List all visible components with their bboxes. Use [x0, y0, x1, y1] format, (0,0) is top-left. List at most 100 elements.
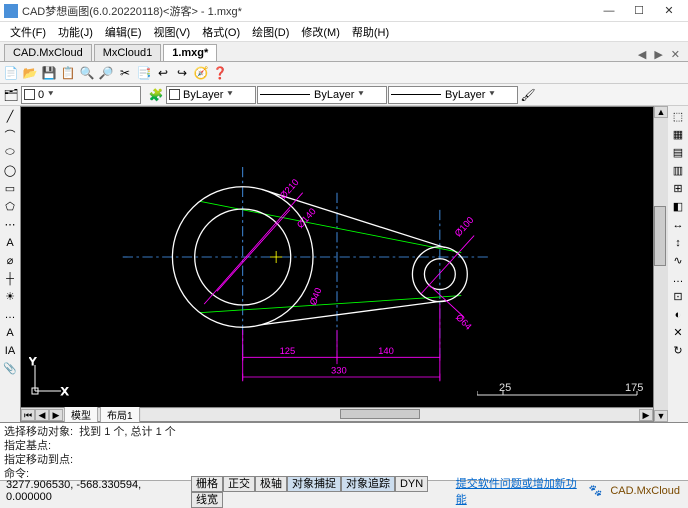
- cmd-line: 指定基点:: [4, 439, 684, 453]
- toolbar-standard: 📄📂💾📋🔍🔎✂📑↩↪🧭❓: [0, 62, 688, 84]
- app-icon: [4, 4, 18, 18]
- vscroll-down[interactable]: ▼: [654, 410, 668, 422]
- toolbar-button[interactable]: 📂: [21, 64, 39, 82]
- linetype-dropdown[interactable]: ByLayer ⯆: [257, 86, 387, 104]
- minimize-button[interactable]: —: [594, 1, 624, 21]
- vscroll[interactable]: ▲ ▼: [654, 106, 668, 422]
- modify-tool[interactable]: ✕: [670, 324, 687, 341]
- tab-next[interactable]: ▶: [49, 409, 63, 421]
- modify-tool[interactable]: ▦: [670, 126, 687, 143]
- draw-tool[interactable]: …: [2, 306, 19, 323]
- menu-item[interactable]: 修改(M): [295, 22, 346, 42]
- toolbar-button[interactable]: ↩: [154, 64, 172, 82]
- draw-tool[interactable]: IA: [2, 342, 19, 359]
- tab-first[interactable]: ⏮: [21, 409, 35, 421]
- coords-readout: 3277.906530, -568.330594, 0.000000: [2, 479, 187, 503]
- status-toggle[interactable]: 对象捕捉: [287, 476, 341, 492]
- toolbar-button[interactable]: 📑: [135, 64, 153, 82]
- modify-tool[interactable]: ↕: [670, 234, 687, 251]
- lineweight-dropdown[interactable]: ByLayer ⯆: [388, 86, 518, 104]
- vscroll-up[interactable]: ▲: [654, 106, 668, 118]
- toolbar-button[interactable]: 🔍: [78, 64, 96, 82]
- close-button[interactable]: ✕: [654, 1, 684, 21]
- toolbar-button[interactable]: 💾: [40, 64, 58, 82]
- doc-tab[interactable]: 1.mxg*: [163, 44, 217, 61]
- properties-icon[interactable]: 🧩: [147, 86, 165, 104]
- status-toggle[interactable]: 对象追踪: [341, 476, 395, 492]
- toolbar-button[interactable]: 🔎: [97, 64, 115, 82]
- drawing-canvas[interactable]: Ø210Ø140Ø100Ø64Ø40125140330 Y X 25 175: [21, 107, 653, 407]
- modify-tool[interactable]: ▥: [670, 162, 687, 179]
- draw-tool[interactable]: A: [2, 324, 19, 341]
- vscroll-thumb[interactable]: [654, 206, 666, 266]
- feedback-link[interactable]: 提交软件问题或增加新功能: [452, 475, 587, 507]
- toolbar-button[interactable]: 📋: [59, 64, 77, 82]
- toolbar-button[interactable]: ❓: [211, 64, 229, 82]
- linetype-bylayer: ByLayer: [314, 89, 354, 101]
- cmd-line: 选择移动对象: 找到 1 个, 总计 1 个: [4, 425, 684, 439]
- status-toggle[interactable]: 极轴: [255, 476, 287, 492]
- svg-text:140: 140: [378, 345, 394, 356]
- draw-tool[interactable]: ◯: [2, 162, 19, 179]
- menu-item[interactable]: 绘图(D): [246, 22, 295, 42]
- hscroll-track[interactable]: [141, 409, 639, 421]
- doc-tab[interactable]: MxCloud1: [94, 44, 162, 61]
- modify-tool[interactable]: ◧: [670, 198, 687, 215]
- svg-text:Y: Y: [29, 357, 37, 368]
- toolbar-button[interactable]: 📄: [2, 64, 20, 82]
- draw-tool[interactable]: ⬠: [2, 198, 19, 215]
- draw-tool[interactable]: ⋯: [2, 216, 19, 233]
- menu-item[interactable]: 格式(O): [196, 22, 246, 42]
- status-toggle[interactable]: 正交: [223, 476, 255, 492]
- svg-text:Ø100: Ø100: [452, 214, 476, 238]
- status-toggle[interactable]: DYN: [395, 476, 428, 492]
- status-bar: 3277.906530, -568.330594, 0.000000 栅格正交极…: [0, 480, 688, 500]
- modify-tool[interactable]: ∿: [670, 252, 687, 269]
- menu-item[interactable]: 视图(V): [148, 22, 197, 42]
- tab-prev[interactable]: ◀: [634, 48, 650, 61]
- menu-item[interactable]: 帮助(H): [346, 22, 395, 42]
- layer-dropdown[interactable]: 0 ⯆: [21, 86, 141, 104]
- modify-toolbar: ⬚▦▤▥⊞◧↔↕∿…⊡◐✕↻: [668, 106, 688, 422]
- draw-tool[interactable]: ▭: [2, 180, 19, 197]
- status-toggle[interactable]: 栅格: [191, 476, 223, 492]
- tab-prev[interactable]: ◀: [35, 409, 49, 421]
- draw-tool[interactable]: ⌀: [2, 252, 19, 269]
- svg-text:Ø40: Ø40: [307, 286, 323, 306]
- modify-tool[interactable]: ▤: [670, 144, 687, 161]
- cmd-line: 指定移动到点:: [4, 453, 684, 467]
- draw-tool[interactable]: A: [2, 234, 19, 251]
- draw-tool[interactable]: ┼: [2, 270, 19, 287]
- menu-item[interactable]: 编辑(E): [99, 22, 148, 42]
- draw-toolbar: ╱⌒⬭◯▭⬠⋯A⌀┼☀…AIA📎: [0, 106, 20, 422]
- command-window[interactable]: 选择移动对象: 找到 1 个, 总计 1 个 指定基点: 指定移动到点: 命令:: [0, 422, 688, 480]
- modify-tool[interactable]: ◐: [670, 306, 687, 323]
- modify-tool[interactable]: ⊡: [670, 288, 687, 305]
- toolbar-button[interactable]: 🧭: [192, 64, 210, 82]
- draw-tool[interactable]: ╱: [2, 108, 19, 125]
- modify-tool[interactable]: …: [670, 270, 687, 287]
- paint-button[interactable]: 🖌: [519, 86, 537, 104]
- doc-tab[interactable]: CAD.MxCloud: [4, 44, 92, 61]
- modify-tool[interactable]: ↔: [670, 216, 687, 233]
- svg-text:175: 175: [625, 383, 643, 394]
- tab-next[interactable]: ▶: [650, 48, 666, 61]
- toolbar-button[interactable]: ✂: [116, 64, 134, 82]
- menu-item[interactable]: 文件(F): [4, 22, 52, 42]
- draw-tool[interactable]: ⌒: [2, 126, 19, 143]
- color-dropdown[interactable]: ByLayer ⯆: [166, 86, 256, 104]
- layer-color-swatch: [24, 89, 35, 100]
- toolbar-button[interactable]: ↪: [173, 64, 191, 82]
- hscroll-right[interactable]: ▶: [639, 409, 653, 421]
- hscroll-thumb[interactable]: [340, 409, 420, 419]
- draw-tool[interactable]: ⬭: [2, 144, 19, 161]
- draw-tool[interactable]: 📎: [2, 360, 19, 377]
- maximize-button[interactable]: ☐: [624, 1, 654, 21]
- modify-tool[interactable]: ⬚: [670, 108, 687, 125]
- layer-icon[interactable]: 🗂: [2, 86, 20, 104]
- tab-close[interactable]: ✕: [667, 48, 684, 61]
- draw-tool[interactable]: ☀: [2, 288, 19, 305]
- menu-item[interactable]: 功能(J): [52, 22, 99, 42]
- modify-tool[interactable]: ⊞: [670, 180, 687, 197]
- modify-tool[interactable]: ↻: [670, 342, 687, 359]
